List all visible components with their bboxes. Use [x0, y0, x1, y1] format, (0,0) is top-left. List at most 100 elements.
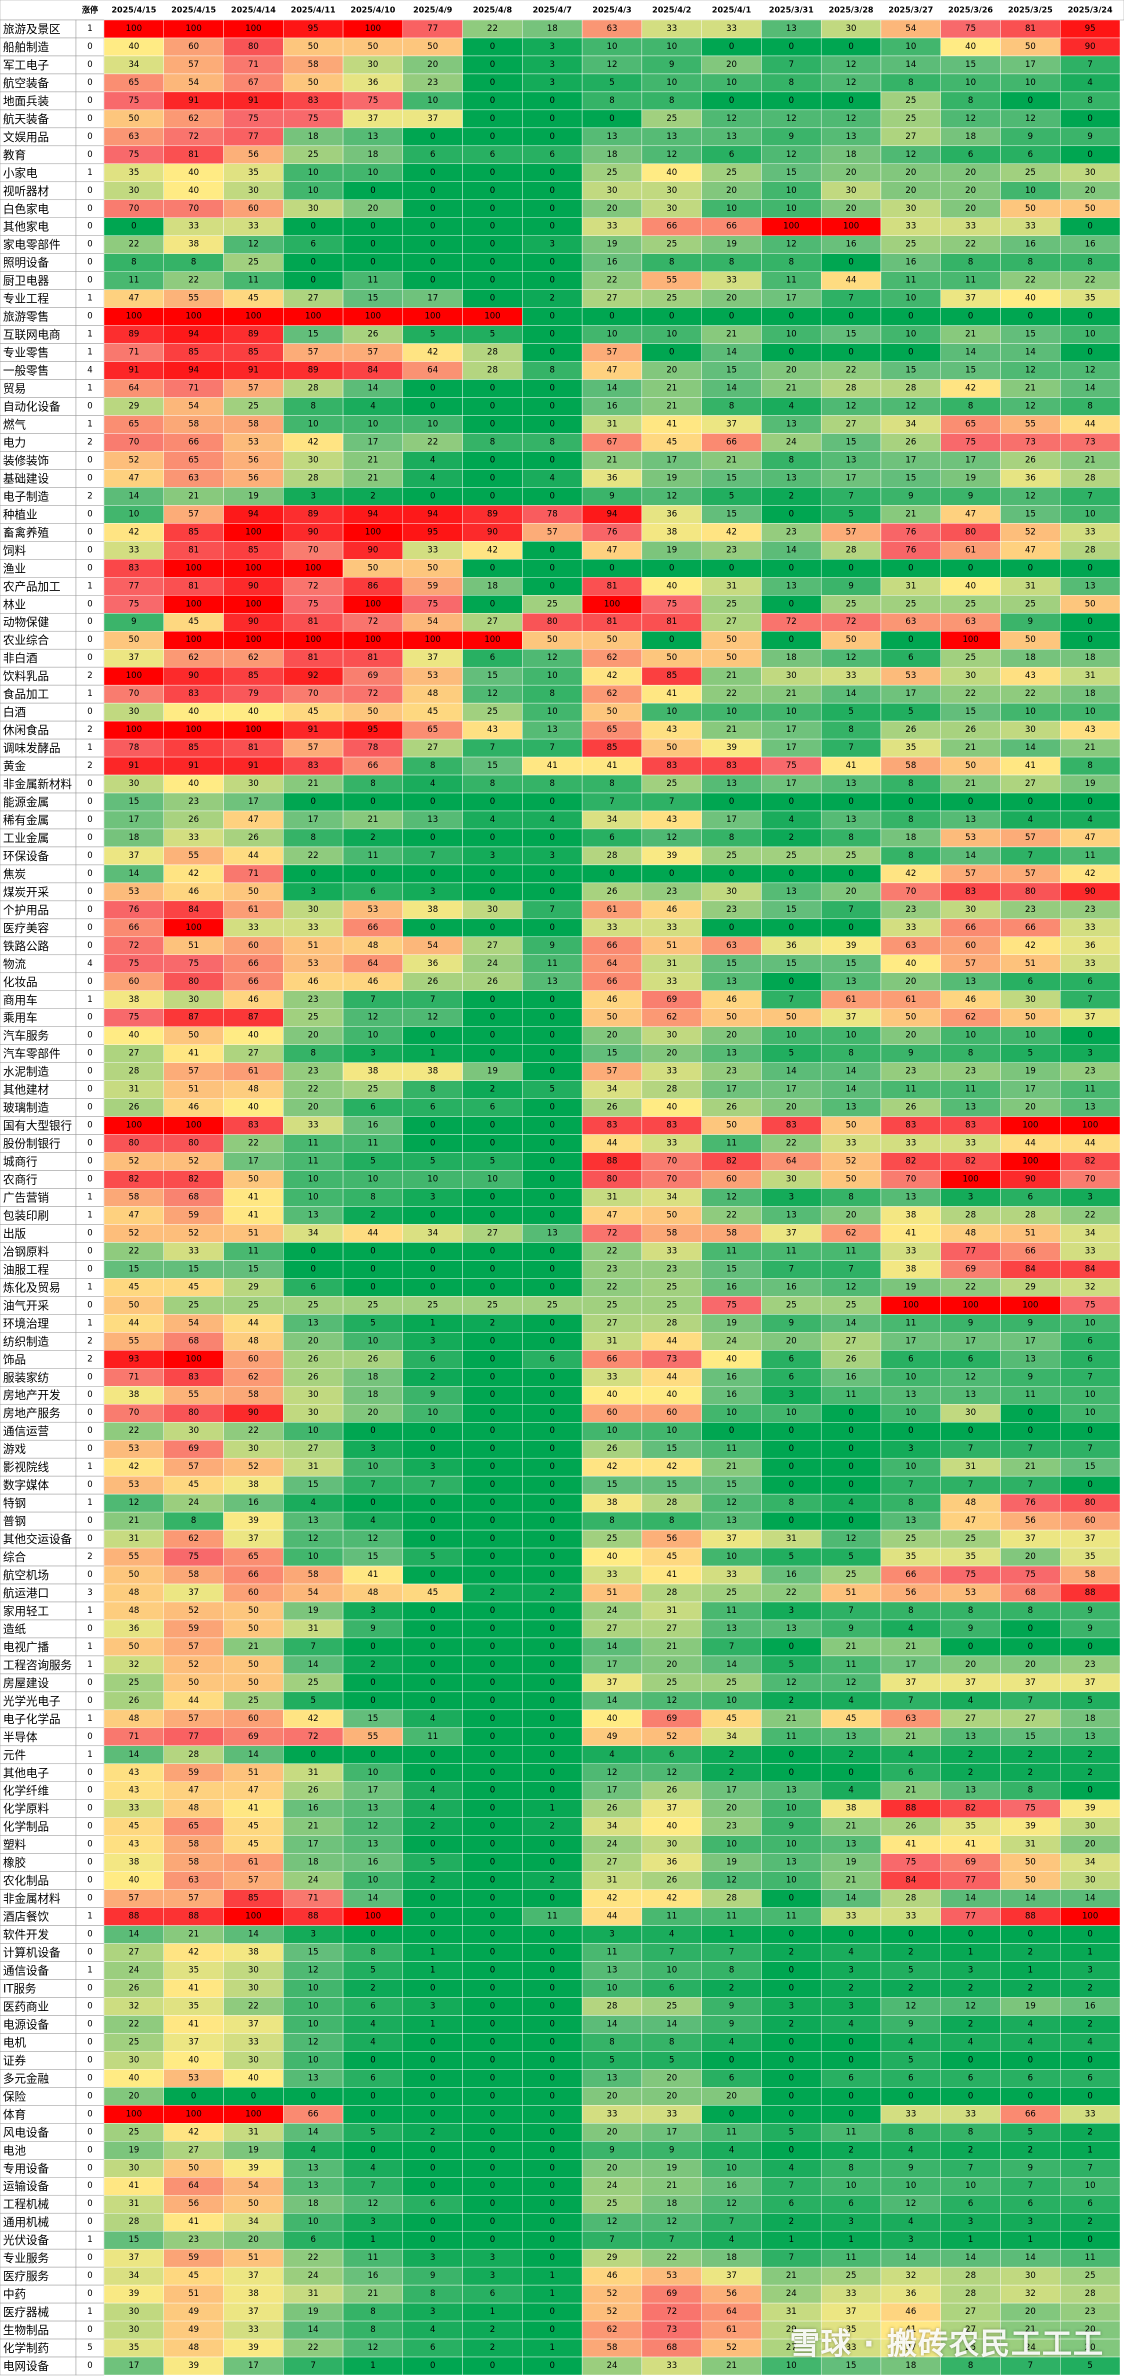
row-label: 环保设备 [3, 849, 49, 863]
limit-up-value: 2 [87, 437, 92, 447]
heat-value: 10 [905, 294, 916, 304]
row-label: 其他建材 [3, 1083, 49, 1097]
heat-value: 12 [368, 1534, 379, 1544]
heat-value: 13 [368, 1804, 379, 1814]
limit-up-value: 0 [87, 312, 92, 322]
heat-value: 100 [245, 1912, 261, 1922]
heat-value: 0 [550, 186, 555, 196]
heat-value: 0 [848, 2037, 853, 2047]
row-label: 保险 [3, 2089, 26, 2103]
heat-value: 20 [786, 366, 797, 376]
header-date: 2025/3/31 [769, 6, 814, 15]
row-label: 电子化学品 [3, 1712, 61, 1726]
heat-value: 76 [607, 527, 618, 537]
heat-value: 31 [248, 2127, 259, 2137]
heat-value: 3 [908, 1444, 913, 1454]
heat-value: 1 [370, 2235, 375, 2245]
limit-up-value: 0 [87, 797, 92, 807]
heat-value: 50 [1025, 635, 1036, 645]
heat-value: 10 [666, 42, 677, 52]
heat-value: 20 [308, 1031, 319, 1041]
heat-value: 91 [128, 366, 139, 376]
heat-value: 8 [609, 96, 614, 106]
heat-value: 13 [726, 977, 737, 987]
heat-value: 0 [789, 348, 794, 358]
heat-value: 0 [550, 2073, 555, 2083]
heat-value: 15 [1085, 1462, 1096, 1472]
row-label: 饰品 [3, 1352, 26, 1366]
heat-value: 35 [1085, 294, 1096, 304]
heat-value: 80 [965, 527, 976, 537]
heat-value: 69 [666, 1714, 677, 1724]
heat-value: 28 [308, 473, 319, 483]
heat-value: 10 [666, 1426, 677, 1436]
header-date: 2025/4/11 [291, 6, 336, 15]
heat-value: 36 [786, 941, 797, 951]
heat-value: 0 [370, 1282, 375, 1292]
heat-value: 0 [430, 869, 435, 879]
row-label: 农商行 [3, 1173, 38, 1187]
limit-up-value: 0 [87, 132, 92, 142]
heat-value: 21 [368, 473, 379, 483]
heat-value: 54 [188, 1318, 199, 1328]
heat-value: 66 [726, 222, 737, 232]
heat-value: 8 [430, 1085, 435, 1095]
heat-value: 44 [1025, 1139, 1036, 1149]
heat-value: 0 [550, 1714, 555, 1724]
limit-up-value: 0 [87, 42, 92, 52]
heat-value: 100 [962, 635, 978, 645]
heat-value: 0 [490, 402, 495, 412]
row-label: 调味发酵品 [3, 741, 61, 755]
heat-value: 20 [786, 1103, 797, 1113]
heat-value: 47 [248, 1786, 259, 1796]
heat-value: 41 [905, 1228, 916, 1238]
limit-up-value: 0 [87, 833, 92, 843]
heat-value: 2 [430, 1876, 435, 1886]
heat-value: 13 [786, 419, 797, 429]
heat-value: 30 [666, 186, 677, 196]
heat-value: 23 [905, 905, 916, 915]
row-label: 通用机械 [3, 2215, 49, 2229]
heat-value: 63 [188, 1876, 199, 1886]
heat-value: 0 [430, 1570, 435, 1580]
heat-value: 16 [1025, 240, 1036, 250]
heat-value: 47 [1085, 833, 1096, 843]
heat-value: 85 [188, 527, 199, 537]
heat-value: 37 [1085, 1678, 1096, 1688]
heat-value: 8 [191, 258, 196, 268]
heat-value: 91 [188, 96, 199, 106]
heat-value: 41 [666, 1570, 677, 1580]
heat-value: 4 [789, 402, 794, 412]
heat-value: 33 [965, 1139, 976, 1149]
heat-value: 0 [789, 1768, 794, 1778]
heat-value: 0 [1087, 1642, 1092, 1652]
heat-value: 23 [726, 1822, 737, 1832]
limit-up-value: 0 [87, 1067, 92, 1077]
heat-value: 11 [846, 1246, 857, 1256]
heat-value: 4 [609, 1750, 614, 1760]
heat-value: 0 [490, 2019, 495, 2029]
heat-value: 6 [1087, 1354, 1092, 1364]
heat-value: 10 [487, 1175, 498, 1185]
heat-value: 15 [368, 294, 379, 304]
heat-value: 44 [607, 1139, 618, 1149]
heat-value: 27 [427, 743, 438, 753]
heat-value: 52 [188, 1606, 199, 1616]
heat-value: 50 [1025, 1876, 1036, 1886]
heat-value: 0 [370, 222, 375, 232]
heat-value: 53 [248, 437, 259, 447]
row-label: 其他电子 [3, 1766, 49, 1780]
row-label: 林业 [3, 597, 26, 611]
heat-value: 3 [550, 60, 555, 70]
heat-value: 33 [188, 1246, 199, 1256]
heat-value: 33 [846, 2289, 857, 2299]
heat-value: 39 [726, 743, 737, 753]
heat-value: 9 [669, 2145, 674, 2155]
row-label: 一般零售 [3, 364, 49, 378]
heat-value: 8 [789, 258, 794, 268]
heat-value: 0 [430, 1930, 435, 1940]
heat-value: 52 [128, 1157, 139, 1167]
heat-value: 0 [968, 1930, 973, 1940]
heat-value: 90 [1085, 42, 1096, 52]
heat-value: 21 [726, 1462, 737, 1472]
